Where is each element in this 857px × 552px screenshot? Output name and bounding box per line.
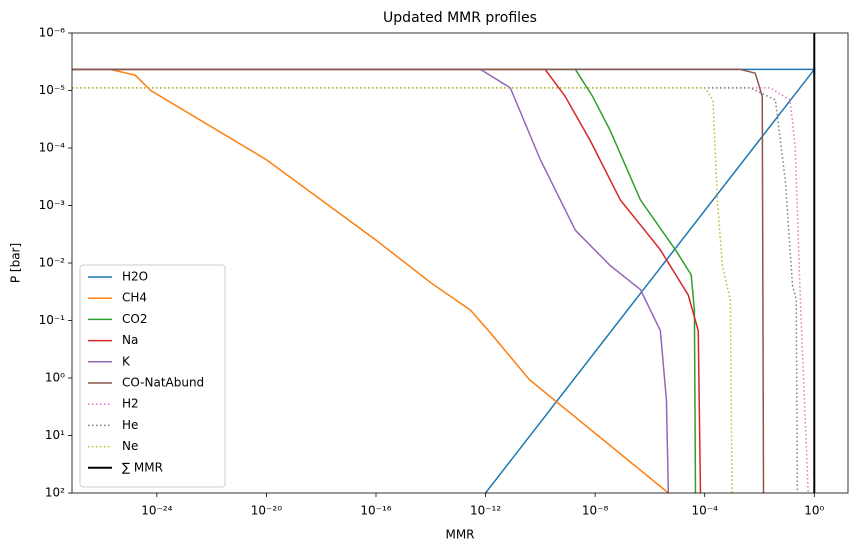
legend-label: He — [122, 418, 138, 432]
x-tick-label: 10⁻¹⁶ — [360, 504, 391, 518]
y-tick-label: 10⁻⁴ — [39, 141, 66, 155]
x-axis-label: MMR — [445, 528, 474, 542]
x-tick-label: 10⁻⁸ — [582, 504, 609, 518]
legend-box — [79, 264, 226, 488]
x-tick-label: 10⁻²⁴ — [141, 504, 172, 518]
x-tick-label: 10⁻⁴ — [692, 504, 719, 518]
plot-lines — [72, 33, 816, 493]
legend-label: H2 — [122, 397, 139, 411]
legend-label: K — [122, 354, 131, 368]
legend-label: H2O — [122, 270, 148, 284]
y-tick-label: 10² — [45, 486, 65, 500]
y-tick-label: 10¹ — [45, 428, 65, 442]
legend: H2O CH4 CO2 Na K CO-NatAbund H2 He Ne ∑ MMR — [79, 264, 226, 488]
legend-label: Na — [122, 333, 138, 347]
x-tick-label: 10⁻²⁰ — [251, 504, 282, 518]
legend-label: CO2 — [122, 312, 147, 326]
legend-label: ∑ MMR — [122, 460, 163, 474]
series-line — [72, 68, 765, 493]
series-line — [72, 68, 669, 493]
y-tick-label: 10⁰ — [45, 371, 65, 385]
series-line — [72, 87, 809, 493]
series-line — [72, 87, 733, 493]
y-tick-label: 10⁻¹ — [39, 313, 66, 327]
series-line — [72, 68, 670, 493]
y-axis-label: P [bar] — [9, 243, 23, 283]
y-tick-label: 10⁻² — [39, 256, 66, 270]
legend-label: CH4 — [122, 291, 147, 305]
series-line — [72, 68, 697, 493]
legend-label: Ne — [122, 439, 138, 453]
series-line — [72, 68, 702, 493]
y-tick-label: 10⁻⁵ — [39, 83, 66, 97]
y-tick-label: 10⁻³ — [39, 198, 66, 212]
chart-title: Updated MMR profiles — [383, 10, 537, 26]
x-tick-label: 10⁰ — [804, 504, 824, 518]
y-tick-label: 10⁻⁶ — [39, 26, 66, 40]
legend-label: CO-NatAbund — [122, 376, 204, 390]
x-tick-label: 10⁻¹² — [470, 504, 501, 518]
